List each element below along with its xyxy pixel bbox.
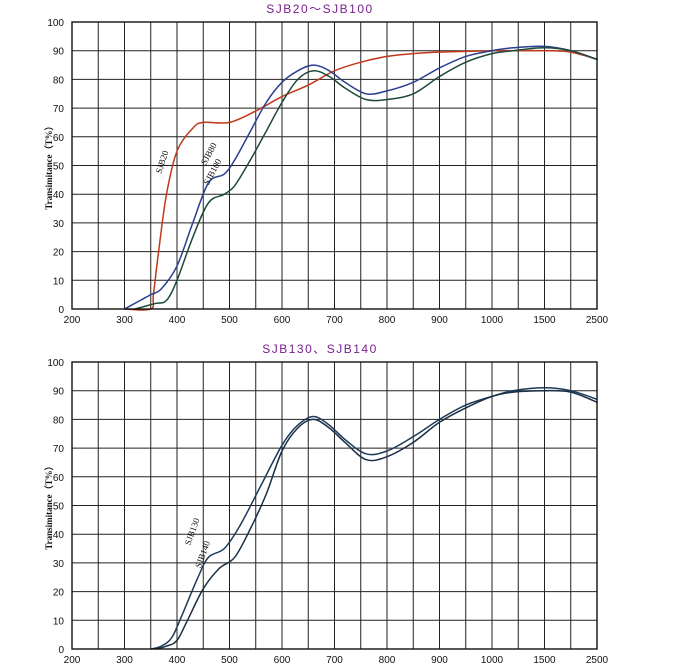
- x-tick-label: 200: [64, 315, 81, 326]
- plot-frame: [71, 361, 598, 650]
- chart-title: SJB20～SJB100: [266, 2, 373, 16]
- x-tick-label: 800: [379, 315, 396, 326]
- y-tick-label: 80: [53, 415, 65, 426]
- y-tick-label: 20: [53, 588, 65, 599]
- x-tick-label: 1500: [533, 655, 556, 666]
- y-tick-label: 60: [53, 133, 65, 144]
- curve-label-sjb20: SJB20: [154, 149, 171, 175]
- x-tick-labels: 200 300 400 500 600 700 800 900 1000 1500 2500: [64, 655, 609, 666]
- grid-lines: [72, 362, 597, 649]
- plot-frame: [71, 21, 598, 310]
- x-tick-label: 200: [64, 655, 81, 666]
- x-tick-label: 700: [326, 655, 343, 666]
- y-tick-label: 40: [53, 530, 65, 541]
- series-lines: [123, 45, 598, 311]
- chart-title: SJB130、SJB140: [262, 342, 378, 356]
- y-tick-labels: 0 10 20 30 40 50 60 70 80 90 100: [47, 358, 64, 656]
- y-tick-label: 80: [53, 75, 65, 86]
- y-tick-label: 30: [53, 559, 65, 570]
- y-tick-labels: 0 10 20 30 40 50 60 70 80 90 100: [47, 18, 64, 316]
- y-axis-label: Transimitance（T%）: [44, 121, 54, 209]
- grid-lines: [72, 22, 597, 309]
- series-line-sjb20: [123, 49, 598, 311]
- series-line-sjb140: [155, 389, 598, 650]
- x-tick-label: 900: [431, 315, 448, 326]
- y-tick-label: 50: [53, 502, 65, 513]
- x-tick-label: 500: [221, 315, 238, 326]
- series-line-sjb130: [150, 387, 598, 650]
- y-tick-label: 90: [53, 47, 65, 58]
- x-tick-label: 1500: [533, 315, 556, 326]
- x-tick-label: 900: [431, 655, 448, 666]
- x-tick-label: 400: [169, 315, 186, 326]
- series-line-sjb80: [123, 45, 598, 310]
- y-tick-label: 30: [53, 219, 65, 230]
- curve-label-sjb130: SJB130: [183, 516, 202, 546]
- x-tick-label: 800: [379, 655, 396, 666]
- y-tick-label: 100: [47, 358, 64, 369]
- y-tick-label: 50: [53, 162, 65, 173]
- chart-sjb130-sjb140: SJB130、SJB140 200 300 400 500 600 700 800 900 10…: [44, 342, 609, 666]
- y-tick-label: 10: [53, 616, 65, 627]
- x-tick-label: 500: [221, 655, 238, 666]
- x-tick-label: 400: [169, 655, 186, 666]
- y-tick-label: 70: [53, 444, 65, 455]
- y-tick-label: 70: [53, 104, 65, 115]
- curve-label-sjb140: SJB140: [193, 539, 212, 569]
- y-axis-label: Transimitance（T%）: [44, 461, 54, 549]
- x-tick-label: 300: [116, 315, 133, 326]
- x-tick-label: 700: [326, 315, 343, 326]
- chart-sjb20-sjb100: SJB20～SJB100 200 300 400 500 600 700 800 900 100…: [44, 2, 609, 326]
- y-tick-label: 0: [58, 305, 64, 316]
- y-tick-label: 10: [53, 276, 65, 287]
- y-tick-label: 20: [53, 248, 65, 259]
- x-tick-label: 600: [274, 655, 291, 666]
- x-tick-label: 300: [116, 655, 133, 666]
- x-tick-label: 600: [274, 315, 291, 326]
- x-tick-label: 2500: [586, 315, 609, 326]
- y-tick-label: 0: [58, 645, 64, 656]
- x-tick-label: 2500: [586, 655, 609, 666]
- x-tick-label: 1000: [481, 655, 504, 666]
- y-tick-label: 90: [53, 387, 65, 398]
- series-line-sjb100: [134, 47, 598, 310]
- y-tick-label: 100: [47, 18, 64, 29]
- y-tick-label: 60: [53, 473, 65, 484]
- y-tick-label: 40: [53, 190, 65, 201]
- x-tick-label: 1000: [481, 315, 504, 326]
- series-lines: [150, 387, 598, 650]
- x-tick-labels: 200 300 400 500 600 700 800 900 1000 1500 2500: [64, 315, 609, 326]
